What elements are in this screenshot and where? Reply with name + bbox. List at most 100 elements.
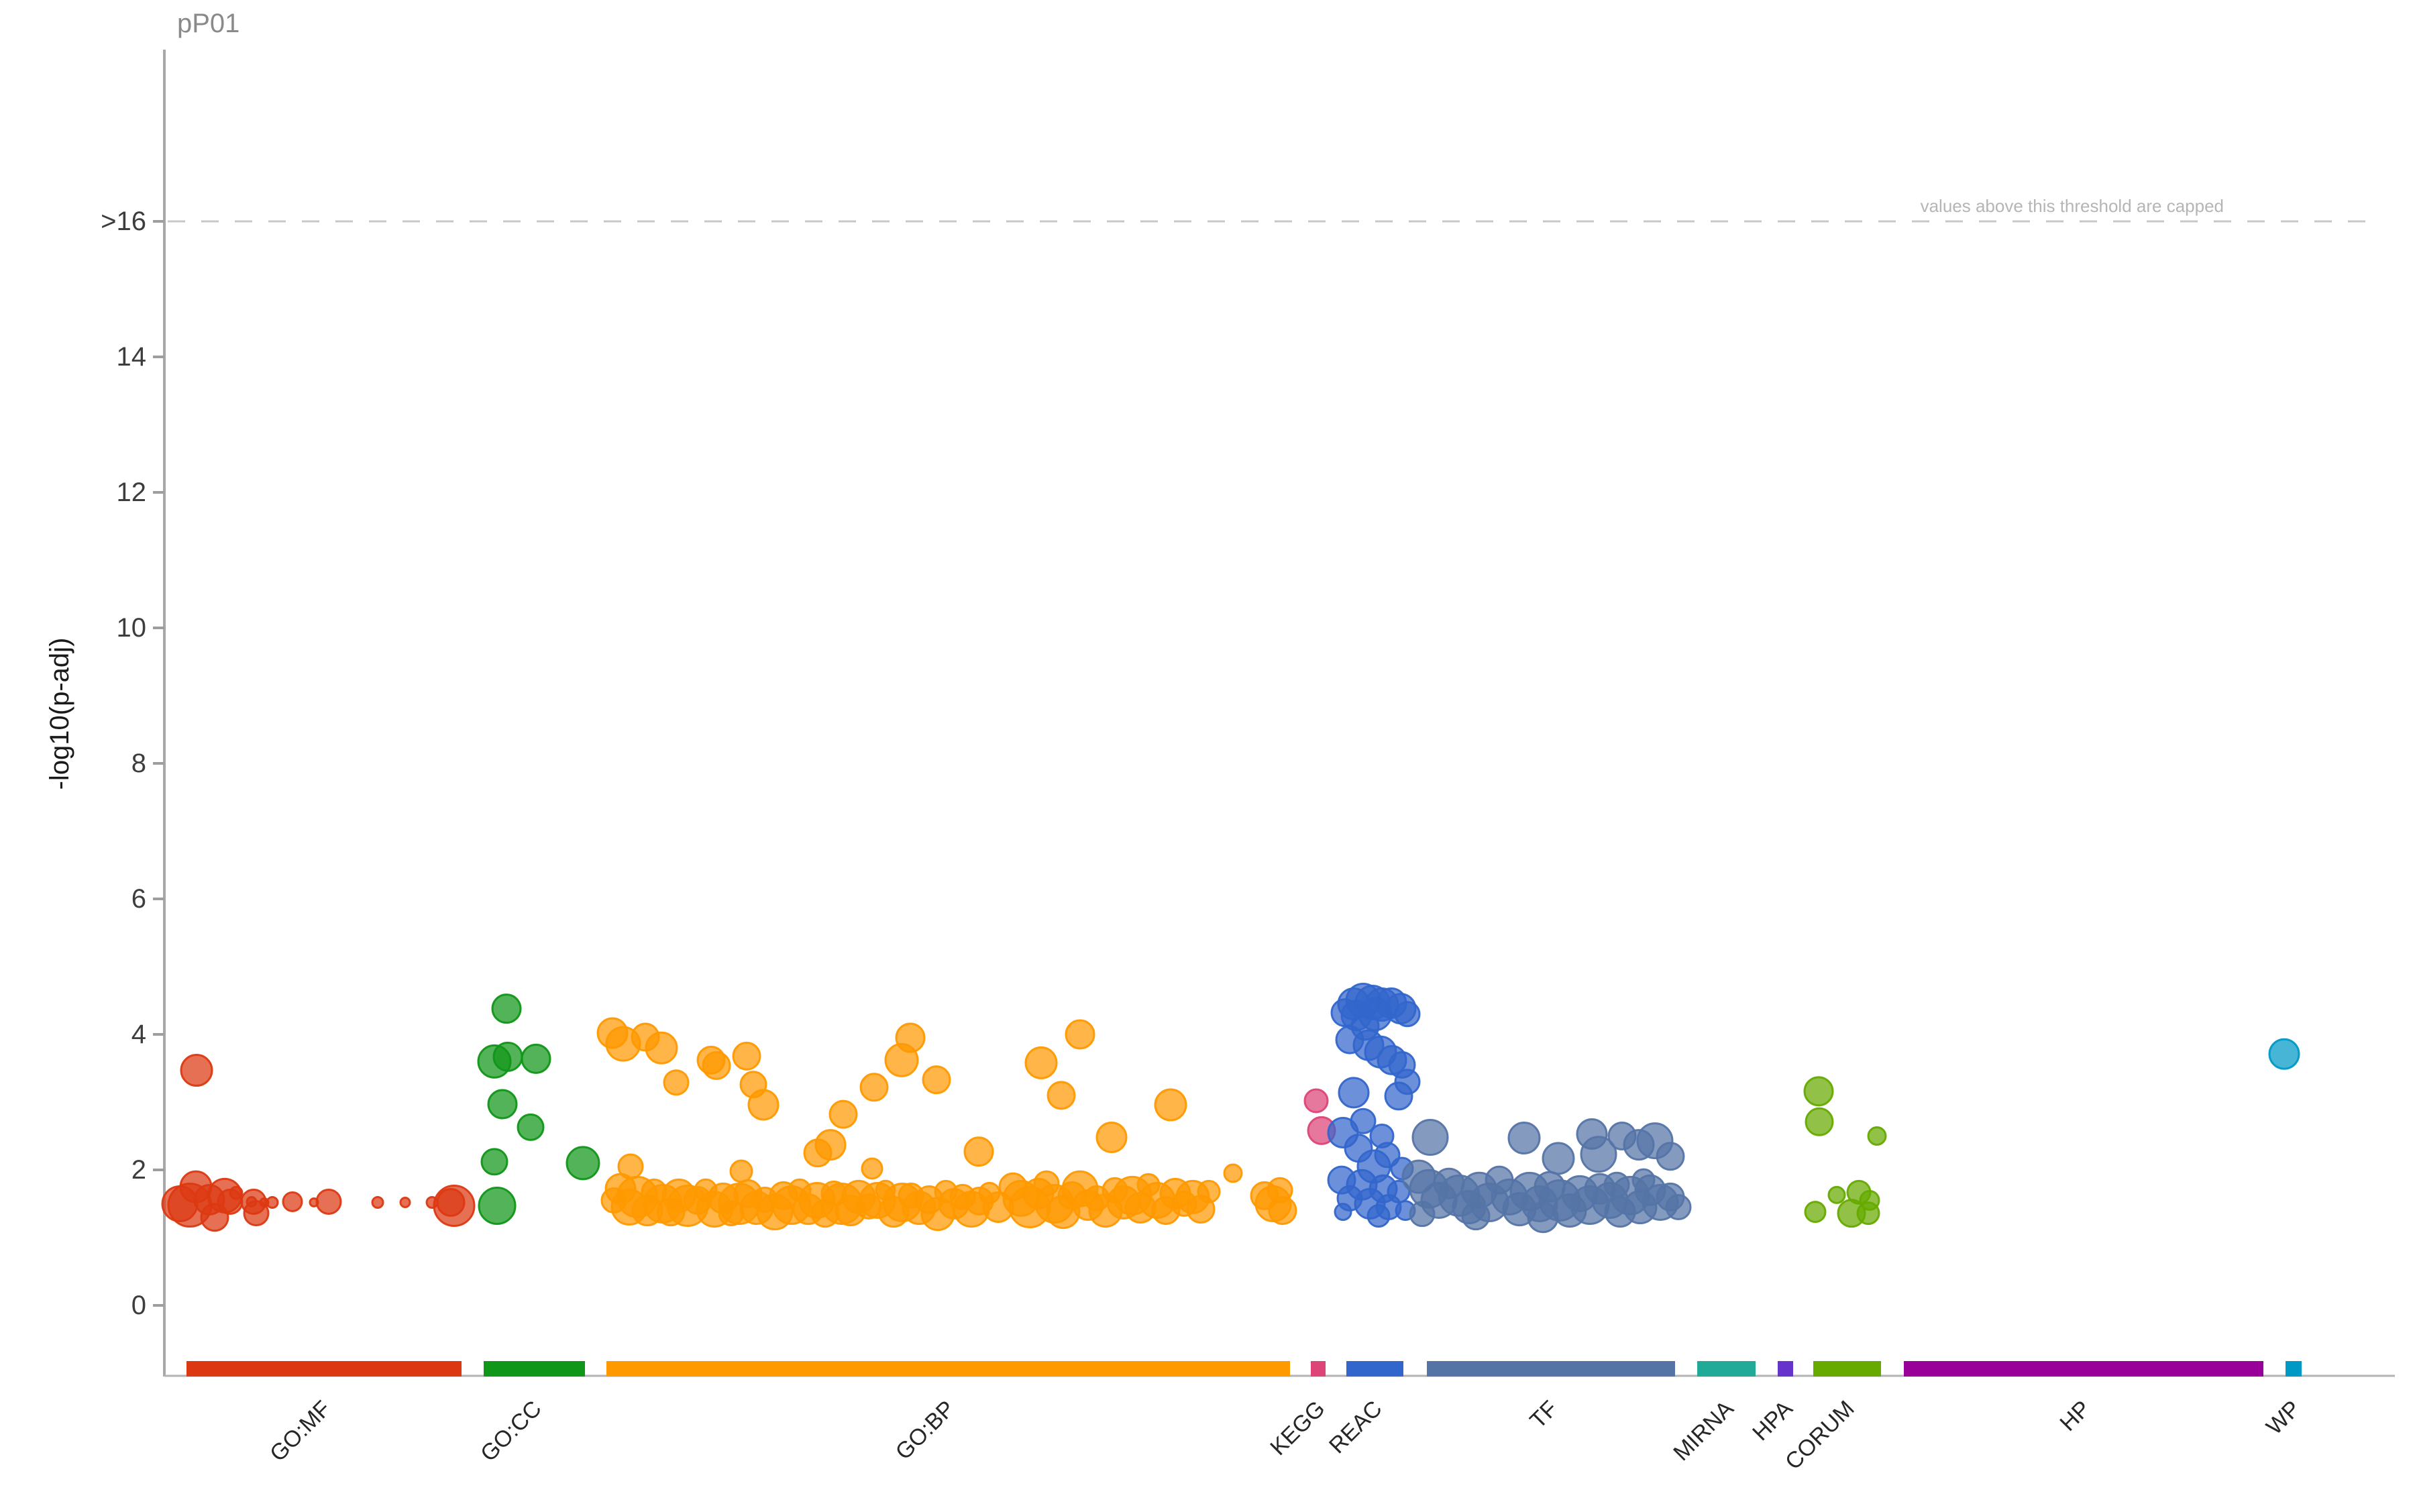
source-bar-GO:MF: [186, 1361, 462, 1376]
source-bar-KEGG: [1311, 1361, 1326, 1376]
source-label-KEGG: KEGG: [1265, 1396, 1330, 1460]
term-point-GO:CC[interactable]: [487, 1089, 518, 1120]
term-point-GO:MF[interactable]: [315, 1188, 342, 1215]
source-label-MIRNA: MIRNA: [1668, 1396, 1739, 1466]
term-point-GO:CC[interactable]: [566, 1146, 600, 1181]
term-point-GO:BP[interactable]: [729, 1159, 753, 1183]
term-point-TF[interactable]: [1580, 1136, 1617, 1173]
cap-tick-label: >16: [101, 207, 146, 236]
term-point-CORUM[interactable]: [1827, 1185, 1846, 1204]
source-bar-CORUM: [1813, 1361, 1881, 1376]
term-point-GO:BP[interactable]: [1065, 1019, 1095, 1050]
source-label-GO:MF: GO:MF: [265, 1396, 336, 1467]
term-point-GO:BP[interactable]: [814, 1129, 847, 1161]
term-point-TF[interactable]: [1461, 1201, 1491, 1231]
term-point-KEGG[interactable]: [1303, 1088, 1329, 1114]
term-point-GO:MF[interactable]: [229, 1185, 244, 1200]
term-point-GO:BP[interactable]: [828, 1099, 858, 1129]
term-point-GO:BP[interactable]: [895, 1022, 926, 1053]
term-point-GO:BP[interactable]: [963, 1136, 994, 1167]
source-label-HPA: HPA: [1748, 1396, 1798, 1446]
term-point-TF[interactable]: [1631, 1168, 1656, 1192]
source-bar-REAC: [1346, 1361, 1403, 1376]
term-point-REAC[interactable]: [1338, 1077, 1370, 1109]
y-tick-label: 2: [131, 1155, 146, 1185]
y-tick-label: 8: [131, 749, 146, 778]
term-point-CORUM[interactable]: [1867, 1126, 1887, 1146]
threshold-note: values above this threshold are capped: [1921, 196, 2224, 216]
term-point-GO:MF[interactable]: [243, 1200, 270, 1227]
y-tick-label: 12: [117, 478, 147, 507]
term-point-GO:MF[interactable]: [433, 1185, 476, 1228]
term-point-GO:BP[interactable]: [1046, 1081, 1076, 1110]
term-point-GO:CC[interactable]: [517, 1113, 545, 1141]
y-tick-label: 6: [131, 884, 146, 914]
term-point-REAC[interactable]: [1334, 1203, 1352, 1222]
term-point-GO:BP[interactable]: [732, 1041, 761, 1071]
term-point-GO:MF[interactable]: [180, 1054, 213, 1087]
term-point-GO:BP[interactable]: [1223, 1163, 1243, 1183]
source-bar-MIRNA: [1697, 1361, 1756, 1376]
term-point-GO:BP[interactable]: [1024, 1046, 1058, 1079]
term-point-TF[interactable]: [1542, 1142, 1575, 1175]
source-label-WP: WP: [2261, 1396, 2306, 1440]
term-point-REAC[interactable]: [1366, 1204, 1391, 1228]
term-point-TF[interactable]: [1411, 1119, 1449, 1156]
source-bar-HP: [1904, 1361, 2263, 1376]
term-point-TF[interactable]: [1527, 1201, 1559, 1234]
y-tick-label: 10: [117, 613, 147, 643]
term-point-GO:BP[interactable]: [645, 1031, 678, 1065]
term-point-GO:MF[interactable]: [399, 1196, 411, 1208]
term-point-GO:BP[interactable]: [922, 1065, 951, 1095]
source-label-HP: HP: [2055, 1396, 2095, 1436]
term-point-TF[interactable]: [1656, 1142, 1685, 1171]
term-point-CORUM[interactable]: [1856, 1201, 1880, 1226]
source-bars: [186, 1361, 2302, 1376]
term-point-CORUM[interactable]: [1804, 1201, 1827, 1224]
term-point-TF[interactable]: [1409, 1201, 1436, 1228]
source-bar-GO:BP: [606, 1361, 1290, 1376]
term-point-GO:BP[interactable]: [861, 1157, 883, 1180]
y-axis-label: -log10(p-adj): [45, 638, 74, 790]
term-point-TF[interactable]: [1665, 1194, 1692, 1221]
source-label-CORUM: CORUM: [1780, 1396, 1860, 1475]
term-point-CORUM[interactable]: [1803, 1076, 1834, 1107]
term-point-TF[interactable]: [1507, 1122, 1541, 1155]
term-point-TF[interactable]: [1603, 1171, 1630, 1198]
term-point-GO:CC[interactable]: [478, 1187, 517, 1226]
source-label-GO:CC: GO:CC: [476, 1396, 547, 1467]
points-layer: [161, 983, 2300, 1234]
term-point-REAC[interactable]: [1384, 1081, 1413, 1111]
term-point-GO:CC[interactable]: [480, 1148, 508, 1176]
term-point-GO:BP[interactable]: [1197, 1179, 1221, 1203]
term-point-WP[interactable]: [2268, 1038, 2300, 1070]
term-point-CORUM[interactable]: [1805, 1107, 1834, 1136]
term-point-GO:BP[interactable]: [747, 1089, 780, 1121]
term-point-GO:BP[interactable]: [859, 1073, 889, 1102]
source-label-GO:BP: GO:BP: [891, 1396, 960, 1465]
term-point-GO:MF[interactable]: [282, 1191, 303, 1212]
plot-title: pP01: [177, 9, 239, 38]
term-point-GO:CC[interactable]: [492, 1041, 523, 1072]
term-point-GO:MF[interactable]: [371, 1195, 384, 1209]
term-point-GO:BP[interactable]: [702, 1050, 731, 1080]
source-bar-TF: [1427, 1361, 1675, 1376]
source-label-TF: TF: [1525, 1396, 1562, 1434]
y-tick-label: 0: [131, 1291, 146, 1320]
term-point-GO:CC[interactable]: [491, 993, 522, 1024]
source-bar-HPA: [1778, 1361, 1793, 1376]
y-tick-label: 4: [131, 1020, 146, 1049]
term-point-GO:MF[interactable]: [266, 1195, 279, 1209]
term-point-REAC[interactable]: [1394, 1001, 1421, 1028]
term-point-GO:BP[interactable]: [663, 1069, 690, 1096]
source-bar-WP: [2286, 1361, 2302, 1376]
source-label-REAC: REAC: [1324, 1396, 1387, 1459]
term-point-GO:BP[interactable]: [1095, 1122, 1128, 1154]
term-point-GO:CC[interactable]: [521, 1043, 551, 1074]
term-point-GO:BP[interactable]: [1154, 1088, 1187, 1122]
term-point-GO:BP[interactable]: [1268, 1196, 1297, 1226]
y-axis-ticks: 0 2 4 6 8 10 12 14: [117, 220, 164, 1320]
